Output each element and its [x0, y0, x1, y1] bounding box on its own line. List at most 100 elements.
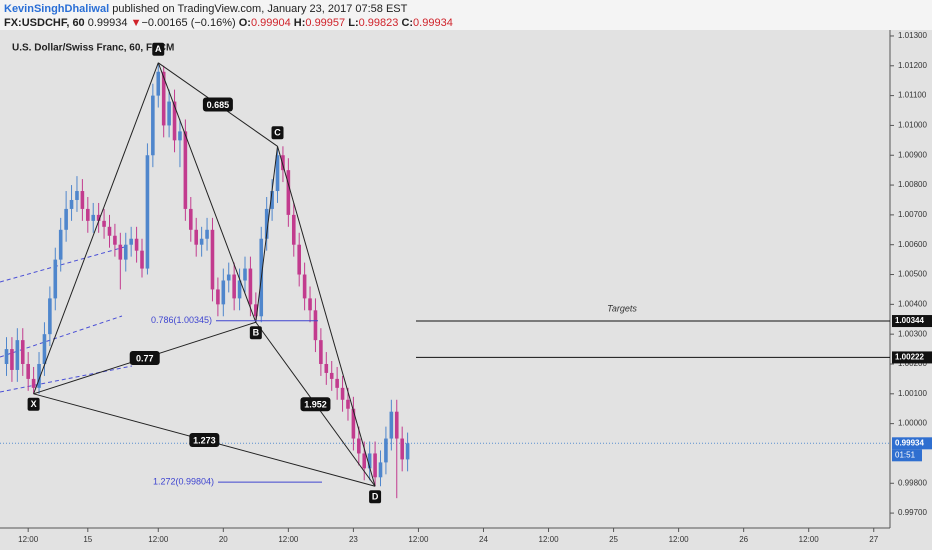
point-box — [271, 126, 284, 140]
candle-body — [210, 229, 215, 290]
candle-body — [53, 259, 58, 299]
candle-body — [324, 363, 329, 373]
x-tick-label: 12:00 — [148, 535, 169, 544]
x-tick-label: 20 — [219, 535, 228, 544]
x-tick-label: 27 — [869, 535, 878, 544]
pattern-line — [157, 62, 257, 323]
point-label: C — [274, 128, 281, 138]
candle-body — [188, 208, 193, 230]
h-label: H: — [293, 17, 306, 29]
candle-body — [113, 235, 117, 245]
candle-body — [183, 131, 188, 209]
point-box — [249, 326, 262, 340]
y-tick-label: 1.01000 — [898, 121, 927, 130]
level-label: 1.272(0.99804) — [153, 476, 214, 486]
candle-body — [281, 155, 285, 171]
candle-body — [129, 238, 133, 245]
y-tick-label: 1.01200 — [898, 61, 927, 70]
candle-body — [243, 268, 247, 281]
header: KevinSinghDhaliwal published on TradingV… — [0, 0, 932, 30]
l: 0.99823 — [358, 17, 399, 29]
x-tick-label: 23 — [349, 535, 358, 544]
candle-body — [205, 229, 209, 239]
change: −0.00165 (−0.16%) — [141, 17, 236, 29]
point-label: B — [253, 328, 260, 338]
candle-body — [31, 378, 36, 388]
candle-body — [69, 199, 74, 209]
y-tick-label: 1.00200 — [898, 359, 927, 368]
candle-body — [270, 191, 274, 209]
candle-body — [389, 411, 394, 439]
ratio-box — [189, 433, 220, 448]
published: published on TradingView.com, January 23… — [112, 3, 408, 15]
y-tick-label: 1.01300 — [898, 31, 927, 40]
candle-body — [275, 155, 280, 192]
candle-body — [145, 155, 150, 269]
y-tick-label: 1.00500 — [898, 270, 927, 279]
x-tick-label: 12:00 — [539, 535, 560, 544]
point-box — [369, 490, 382, 504]
ratio-box — [129, 351, 160, 366]
candle-body — [319, 340, 323, 364]
x-tick-label: 12:00 — [18, 535, 39, 544]
x-tick-label: 25 — [609, 535, 618, 544]
candle-body — [167, 101, 171, 126]
candle-body — [346, 399, 350, 409]
quote-line: FX:USDCHF, 60 0.99934 ▼−0.00165 (−0.16%)… — [4, 17, 453, 29]
price-tag-label: 1.00344 — [895, 316, 924, 325]
point-label: D — [372, 492, 379, 502]
plot-bg — [0, 30, 932, 550]
candle-body — [221, 280, 226, 305]
candle-body — [96, 214, 101, 221]
y-tick-label: 1.00400 — [898, 299, 927, 308]
candle-body — [26, 363, 30, 379]
candle-body — [373, 453, 377, 478]
candle-body — [357, 438, 361, 454]
candle-body — [80, 191, 85, 209]
point-box — [152, 42, 165, 56]
x-tick-label: 12:00 — [799, 535, 820, 544]
price-tag — [892, 351, 932, 364]
candle-body — [118, 244, 123, 260]
countdown-label: 01:51 — [895, 450, 916, 459]
candle-body — [264, 208, 269, 239]
candle-body — [237, 280, 242, 299]
candle-body — [15, 340, 20, 370]
price-tag — [892, 315, 932, 328]
candle-body — [172, 101, 177, 141]
y-tick-label: 1.00100 — [898, 389, 927, 398]
point-label: A — [155, 44, 162, 54]
candle-body — [291, 214, 296, 245]
candle-body — [58, 229, 63, 260]
y-tick-label: 0.99700 — [898, 508, 927, 517]
candle-body — [226, 274, 231, 281]
candle-body — [286, 170, 291, 215]
channel-line — [0, 245, 129, 283]
x-tick-label: 12:00 — [408, 535, 429, 544]
candle-body — [216, 289, 220, 305]
x-tick-label: 12:00 — [669, 535, 690, 544]
x-tick-label: 15 — [83, 535, 92, 544]
publish-line: KevinSinghDhaliwal published on TradingV… — [4, 3, 407, 15]
candle-body — [340, 387, 345, 400]
pattern-line — [33, 62, 159, 394]
c-label: C: — [401, 17, 414, 29]
candle-body — [107, 226, 112, 236]
candle-body — [48, 298, 52, 335]
level-label: 0.786(1.00345) — [151, 315, 212, 325]
candle-body — [362, 453, 367, 469]
candle-body — [134, 238, 139, 251]
candle-body — [140, 250, 144, 269]
ratio-label: 0.685 — [207, 100, 230, 110]
ratio-box — [202, 97, 233, 112]
candle-body — [91, 214, 96, 221]
candle-body — [351, 408, 356, 439]
candle-body — [178, 131, 182, 141]
targets-label: Targets — [607, 303, 637, 313]
candle-body — [156, 71, 161, 96]
price-tag — [892, 437, 932, 450]
channel-line — [0, 365, 133, 393]
author[interactable]: KevinSinghDhaliwal — [4, 3, 110, 15]
o-label: O: — [238, 17, 251, 29]
y-tick-label: 1.00600 — [898, 240, 927, 249]
